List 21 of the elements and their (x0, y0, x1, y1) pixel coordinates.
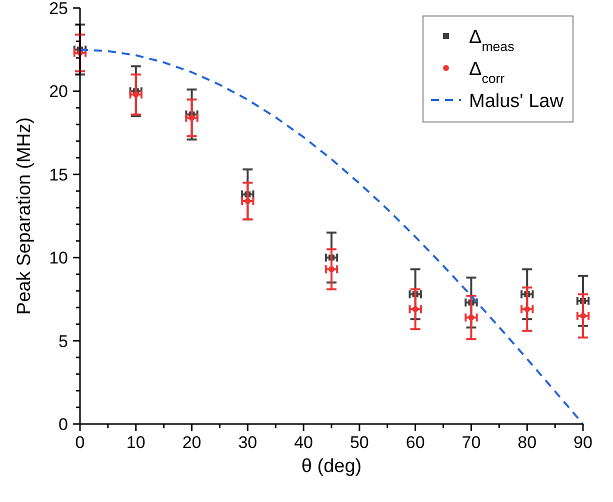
y-tick-label: 20 (49, 82, 68, 102)
y-tick-label: 25 (49, 0, 68, 18)
y-tick-label: 10 (49, 248, 68, 268)
x-tick-label: 20 (182, 433, 202, 452)
y-tick-label: 5 (58, 332, 68, 351)
y-tick-label: 15 (49, 165, 68, 184)
y-tick-label: 0 (58, 415, 68, 434)
x-tick-label: 10 (126, 433, 146, 452)
x-tick-label: 30 (238, 433, 258, 452)
x-tick-label: 90 (574, 433, 592, 452)
legend-label: Malus' Law (469, 91, 564, 112)
x-tick-label: 70 (462, 433, 481, 452)
y-axis-title: Peak Separation (MHz) (14, 117, 35, 315)
x-tick-label: 50 (350, 433, 369, 452)
x-tick-label: 80 (518, 433, 537, 452)
x-tick-label: 0 (75, 433, 85, 452)
legend-label: Δ$_{corr}$ (469, 59, 506, 86)
legend-label: Δ$_{meas}$ (469, 27, 515, 54)
x-tick-label: 60 (406, 433, 425, 452)
x-axis-title: θ (deg) (301, 456, 362, 477)
x-tick-label: 40 (294, 433, 314, 452)
